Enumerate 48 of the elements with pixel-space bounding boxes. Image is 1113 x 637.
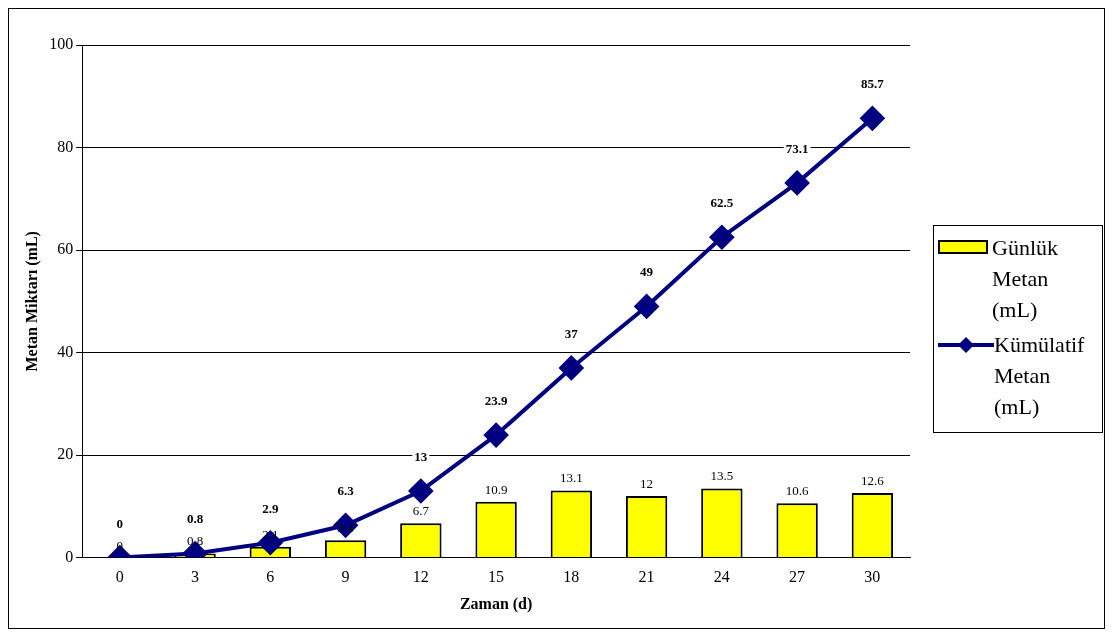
y-axis-title: Metan Miktarı (mL): [22, 231, 41, 372]
y-tick-label: 80: [57, 137, 74, 155]
data-label: 12: [640, 476, 654, 492]
data-label: 13: [414, 448, 428, 464]
x-tick-label: 15: [488, 568, 505, 586]
data-label: 13.1: [559, 470, 583, 486]
point: [408, 478, 433, 503]
x-tick-label: 12: [412, 568, 429, 586]
y-tick-label: 20: [57, 445, 74, 463]
data-label: 6.7: [412, 503, 430, 519]
data-label: 3.4: [337, 520, 355, 536]
data-label: 23.9: [484, 393, 508, 409]
data-label: 85.7: [861, 76, 885, 92]
y-tick-label: 40: [57, 342, 74, 360]
x-tick-label: 21: [638, 568, 655, 586]
point: [559, 355, 584, 380]
data-label: 10.6: [785, 483, 809, 499]
x-tick-label: 6: [266, 568, 275, 586]
x-tick-label: 18: [563, 568, 580, 586]
data-label: 73.1: [785, 140, 809, 156]
data-label: 0.8: [186, 533, 204, 549]
data-label: 0.8: [186, 511, 204, 527]
y-tick-label: 60: [57, 240, 74, 258]
data-label: 62.5: [710, 195, 734, 211]
point: [785, 170, 810, 195]
point: [484, 423, 509, 448]
x-tick-label: 24: [713, 568, 730, 586]
data-label: 49: [640, 264, 654, 280]
y-tick-label: 100: [49, 35, 74, 53]
data-label: 6.3: [337, 483, 355, 499]
point: [709, 225, 734, 250]
data-label: 2.9: [262, 500, 279, 516]
data-label: 13.5: [710, 468, 734, 484]
x-tick-label: 27: [789, 568, 806, 586]
x-tick-label: 0: [115, 568, 124, 586]
x-axis-title: Zaman (d): [459, 594, 533, 613]
data-label: 12.6: [861, 473, 885, 489]
point: [634, 294, 659, 319]
data-label: 10.9: [484, 481, 508, 497]
point: [860, 106, 885, 131]
x-tick-label: 30: [864, 568, 881, 586]
x-tick-label: 3: [191, 568, 200, 586]
legend-label: Günlük Metan (mL): [992, 234, 1059, 324]
y-tick-label: 0: [65, 547, 74, 565]
data-label: 0: [116, 515, 124, 531]
x-tick-label: 9: [341, 568, 350, 586]
data-label: 37: [564, 325, 579, 341]
legend-label: Kümülatif Metan (mL): [994, 331, 1086, 421]
